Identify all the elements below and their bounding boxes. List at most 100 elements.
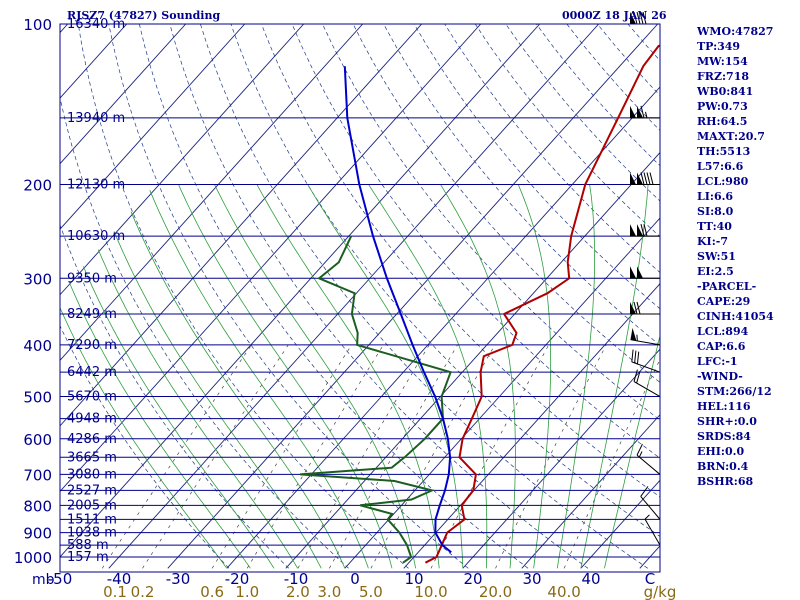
mixing-ratio-label: 0.6 [200, 583, 224, 600]
dry-adiabat-line [138, 24, 529, 569]
index-line: WB0:841 [697, 85, 754, 98]
wind-barb-pennant [630, 224, 636, 237]
mixing-ratio-label: 3.0 [317, 583, 341, 600]
temperature-tick-label: 20 [463, 570, 482, 588]
temperature-tick-label: 40 [581, 570, 600, 588]
mixing-ratio-label: 1.0 [235, 583, 259, 600]
wind-barb-feather [636, 301, 641, 315]
wind-barb-feather [640, 486, 649, 497]
dry-adiabat-line [60, 95, 349, 569]
wind-barb [640, 486, 661, 520]
pressure-tick-label: 600 [23, 431, 52, 449]
parcel-profile-line [343, 66, 452, 554]
isotherm-line [60, 24, 364, 361]
isotherm-line [60, 24, 423, 427]
mixing-ratio-label: 5.0 [359, 583, 383, 600]
index-line: CINH:41054 [697, 310, 774, 323]
height-label: 5670 m [67, 390, 117, 405]
pressure-tick-label: 300 [23, 270, 52, 288]
index-line: CAP:6.6 [697, 340, 746, 353]
sounding-time: 0000Z 18 JAN 26 [562, 9, 667, 22]
mixing-ratio-line [370, 344, 496, 569]
wind-barb-half-feather [645, 111, 648, 118]
temperature-tick-label: -10 [284, 570, 309, 588]
wind-barb-feather [649, 172, 654, 185]
mixing-ratio-line [211, 344, 352, 569]
wind-barb-feather [636, 371, 641, 384]
moist-adiabat-line [83, 266, 275, 569]
wind-barb-feather [640, 105, 645, 118]
height-label: 4286 m [67, 432, 117, 447]
wind-barb-pennant [630, 172, 636, 185]
index-line: FRZ:718 [697, 70, 750, 83]
wind-barb-pennant [637, 172, 643, 185]
height-label: 1038 m [67, 526, 117, 541]
wind-barb-pennant [630, 105, 636, 118]
isotherm-line [167, 24, 659, 569]
wind-barb [630, 301, 660, 315]
index-line: RH:64.5 [697, 115, 748, 128]
mixing-ratio-line [563, 358, 660, 569]
wind-barb-feather [640, 223, 645, 237]
isotherm-line [285, 151, 660, 569]
height-label: 157 m [67, 550, 109, 565]
height-label: 10630 m [67, 229, 125, 244]
height-label: 2527 m [67, 483, 117, 498]
isotherm-line [60, 24, 69, 34]
dry-adiabat-line [60, 223, 290, 569]
mixing-ratio-label: 10.0 [414, 583, 447, 600]
isotherm-line [0, 24, 9, 568]
index-line: MW:154 [697, 55, 748, 68]
temperature-tick-label: 30 [522, 570, 541, 588]
index-line: LFC:-1 [697, 355, 738, 368]
isotherm-line [60, 24, 246, 230]
wind-barb-pennant [630, 266, 636, 279]
isotherm-line [60, 24, 187, 165]
wind-barb-feather [643, 172, 648, 185]
index-line: WMO:47827 [697, 25, 774, 38]
index-line: LI:6.6 [697, 190, 734, 203]
wind-barb-feather [636, 11, 641, 25]
grid-layer [0, 24, 660, 569]
isotherm-line [60, 24, 305, 296]
dry-adiabat-line [444, 24, 660, 273]
moist-adiabat-line [256, 184, 440, 569]
dewpoint-profile-line [300, 235, 452, 564]
moist-adiabat-line [97, 249, 298, 569]
index-line: TT:40 [697, 220, 732, 233]
index-line: LCL:894 [697, 325, 749, 338]
index-line: PW:0.73 [697, 100, 748, 113]
pressure-tick-label: 200 [23, 176, 52, 194]
moist-adiabat-line [130, 211, 346, 569]
mixing-ratio-line [297, 344, 430, 569]
height-label: 2005 m [67, 498, 117, 513]
pressure-tick-label: 900 [23, 525, 52, 543]
temperature-tick-label: -30 [166, 570, 191, 588]
wind-barb [631, 349, 661, 373]
pressure-tick-label: 1000 [14, 549, 52, 567]
moist-adiabat-line [113, 231, 322, 569]
index-line: SHR+:0.0 [697, 415, 757, 428]
index-line: CAPE:29 [697, 295, 751, 308]
pressure-tick-label: 500 [23, 389, 52, 407]
temperature-tick-label: -40 [107, 570, 132, 588]
moist-adiabat-line [517, 184, 552, 569]
dry-adiabat-line [291, 24, 660, 459]
moist-adiabat-line [368, 184, 488, 569]
index-line: KI:-7 [697, 235, 728, 248]
temperature-tick-label: 0 [350, 570, 360, 588]
index-line: BRN:0.4 [697, 460, 749, 473]
index-line: -WIND- [697, 370, 743, 383]
moist-adiabat-line [440, 184, 516, 569]
mixing-ratio-label: 20.0 [479, 583, 512, 600]
dry-adiabat-line [322, 24, 660, 421]
index-line: SRDS:84 [697, 430, 751, 443]
dry-adiabat-line [352, 24, 660, 383]
temperature-tick-label: -50 [48, 570, 73, 588]
moist-adiabat-line [307, 184, 464, 569]
mixing-ratio-label: 0.1 [103, 583, 127, 600]
mixing-ratio-line [102, 344, 252, 569]
dry-adiabat-line [261, 24, 660, 498]
temperature-tick-label: 10 [404, 570, 423, 588]
dry-adiabat-line [200, 24, 648, 569]
